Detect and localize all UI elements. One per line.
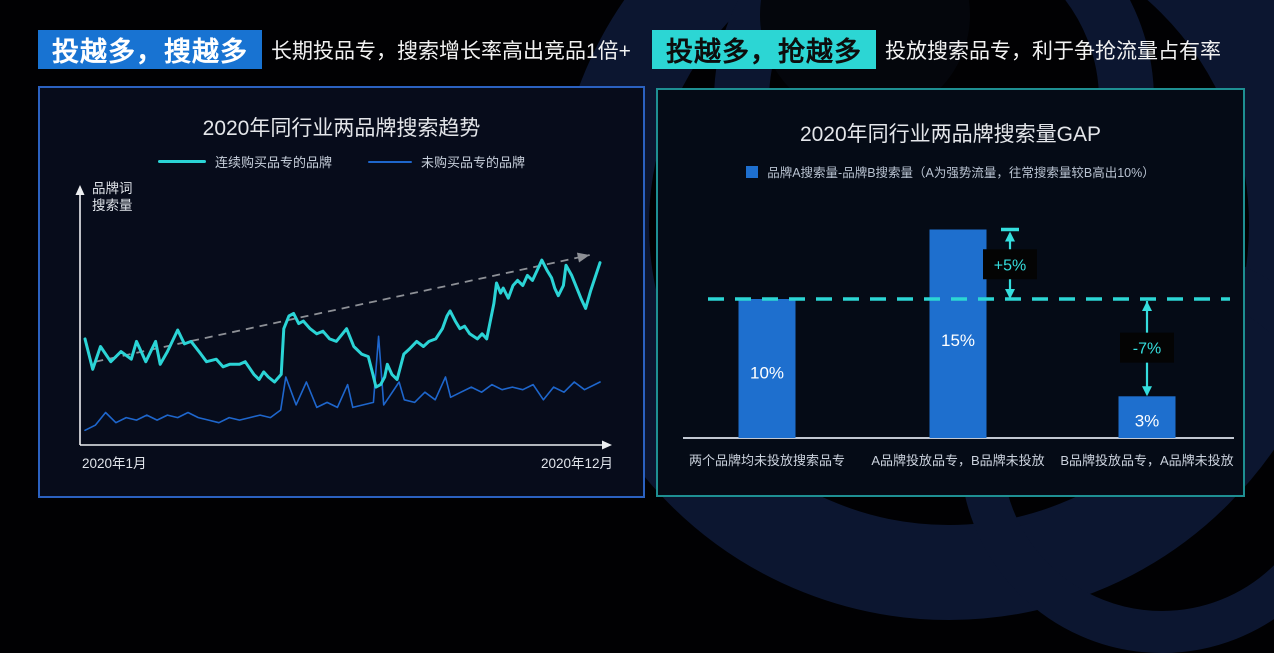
bar-chart-panel: 2020年同行业两品牌搜索量GAP 品牌A搜索量-品牌B搜索量（A为强势流量，往… [656,88,1245,497]
bar-chart-legend: 品牌A搜索量-品牌B搜索量（A为强势流量，往常搜索量较B高出10%） [658,162,1243,181]
svg-text:10%: 10% [750,364,784,383]
legend-item-series-2: 未购买品专的品牌 [368,152,525,171]
svg-text:+5%: +5% [994,257,1026,274]
x-axis-label-end: 2020年12月 [540,456,613,471]
svg-text:-7%: -7% [1133,341,1161,358]
bar-chart-title: 2020年同行业两品牌搜索量GAP [799,123,1102,146]
line-chart-plot [75,185,612,450]
header-right-description: 投放搜索品专，利于争抢流量占有率 [885,39,1221,63]
bar-category-label: B品牌投放品专，A品牌未投放 [1060,453,1234,468]
y-axis-label: 品牌词 搜索量 [92,181,133,213]
x-axis-label-start: 2020年1月 [82,456,147,471]
bar-chart-plot: 10% 15% 3% +5% -7% [683,227,1234,439]
line-chart-legend: 连续购买品专的品牌 未购买品专的品牌 [40,152,643,171]
line-chart-panel: 2020年同行业两品牌搜索趋势 连续购买品专的品牌 未购买品专的品牌 品牌词 搜… [38,86,645,498]
series-1-line-swatch [157,160,206,163]
header-right: 投越多，抢越多 投放搜索品专，利于争抢流量占有率 [652,30,1221,69]
series-1-label: 连续购买品专的品牌 [214,155,332,170]
series-2-label: 未购买品专的品牌 [421,155,526,170]
svg-text:3%: 3% [1135,411,1160,430]
legend-item-series-1: 连续购买品专的品牌 [157,152,332,171]
series-2-line-swatch [368,160,412,163]
line-chart-title: 2020年同行业两品牌搜索趋势 [202,117,481,140]
bar-series-swatch [746,165,759,178]
legend-item-bar-series: 品牌A搜索量-品牌B搜索量（A为强势流量，往常搜索量较B高出10%） [746,162,1155,181]
header-left-badge: 投越多，搜越多 [38,30,262,69]
header-left: 投越多，搜越多 长期投品专，搜索增长率高出竞品1倍+ [38,30,631,69]
header-left-description: 长期投品专，搜索增长率高出竞品1倍+ [271,39,631,63]
svg-text:15%: 15% [941,331,975,350]
bar-category-label: 两个品牌均未投放搜索品专 [688,453,846,468]
bar-category-label: A品牌投放品专，B品牌未投放 [871,453,1045,468]
bar-series-label: 品牌A搜索量-品牌B搜索量（A为强势流量，往常搜索量较B高出10%） [767,166,1155,180]
header-right-badge: 投越多，抢越多 [652,30,876,69]
